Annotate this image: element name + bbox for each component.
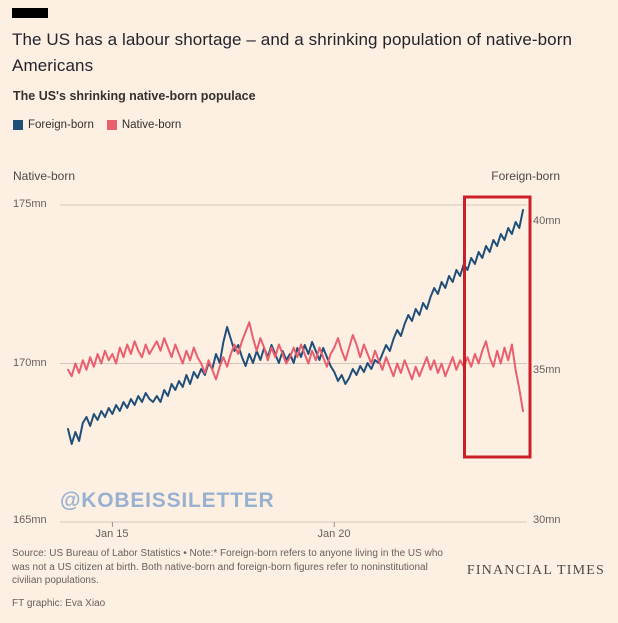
chart-title: The US's shrinking native-born populace: [13, 89, 256, 103]
y-axis-right-tick-40mn: 40mn: [533, 215, 561, 227]
ft-logo: FINANCIAL TIMES: [466, 563, 605, 578]
y-axis-left-tick-165mn: 165mn: [13, 514, 47, 526]
credit: FT graphic: Eva Xiao: [12, 598, 106, 609]
y-axis-left-tick-175mn: 175mn: [13, 198, 47, 210]
legend-label-native-born: Native-born: [121, 119, 182, 131]
top-accent-bar: [12, 8, 48, 18]
legend-swatch-native-born: [106, 120, 117, 130]
y-axis-right-tick-35mn: 35mn: [533, 364, 561, 376]
y-axis-left-title: Native-born: [13, 169, 76, 183]
x-axis-tick-jan-20: Jan 20: [317, 528, 351, 540]
legend-label-foreign-born: Foreign-born: [28, 119, 94, 131]
legend: Foreign-born Native-born: [13, 119, 194, 131]
watermark: @KOBEISSILETTER: [60, 489, 275, 512]
y-axis-right-tick-30mn: 30mn: [533, 514, 561, 526]
headline: The US has a labour shortage – and a shr…: [12, 30, 573, 76]
legend-swatch-foreign-born: [13, 120, 23, 130]
source-note: Source: US Bureau of Labor Statistics • …: [12, 548, 443, 586]
y-axis-left-tick-170mn: 170mn: [13, 357, 47, 369]
x-axis-tick-jan-15: Jan 15: [95, 528, 129, 540]
y-axis-right-title: Foreign-born: [491, 169, 560, 183]
